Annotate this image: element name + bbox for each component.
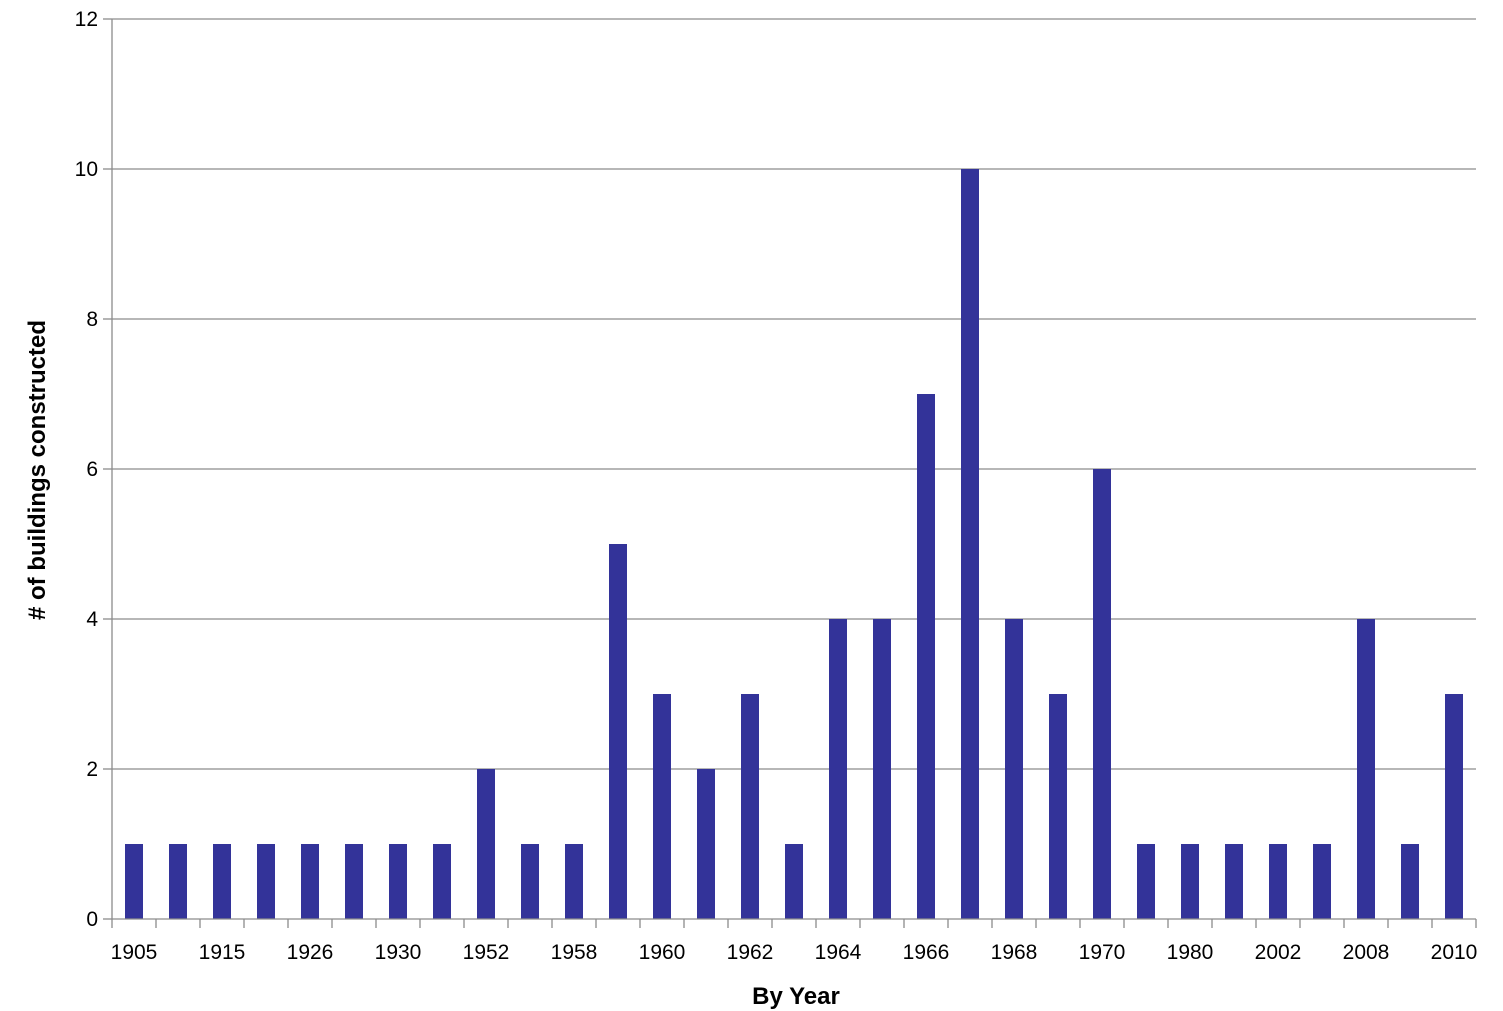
- x-tick-label: 1905: [111, 941, 158, 964]
- bar: [1049, 694, 1067, 919]
- bar: [565, 844, 583, 919]
- y-tick-labels: 0 2 4 6 8 10 12: [75, 8, 99, 931]
- bar: [1401, 844, 1419, 919]
- bar: [741, 694, 759, 919]
- x-tick-label: 1958: [551, 941, 598, 964]
- x-tick-label: 1968: [991, 941, 1038, 964]
- x-tick-label: 1970: [1079, 941, 1126, 964]
- x-axis-title: By Year: [752, 983, 840, 1010]
- bar: [785, 844, 803, 919]
- bar: [1313, 844, 1331, 919]
- x-tick-label: 1926: [287, 941, 334, 964]
- bar: [433, 844, 451, 919]
- x-tick-label: 1952: [463, 941, 510, 964]
- bar: [477, 769, 495, 919]
- bar: [1357, 619, 1375, 919]
- bar: [345, 844, 363, 919]
- x-tick-labels: 1905 1915 1926 1930 1952 1958 1960 1962 1964 1966…: [111, 941, 1478, 964]
- bar: [917, 394, 935, 919]
- bar: [1093, 469, 1111, 919]
- gridlines: [112, 18, 1476, 770]
- bar: [1225, 844, 1243, 919]
- x-tick-label: 1960: [639, 941, 686, 964]
- x-tick-label: 1980: [1167, 941, 1214, 964]
- y-tick-label: 2: [86, 758, 98, 781]
- bar: [829, 619, 847, 919]
- x-tick-label: 2002: [1255, 941, 1302, 964]
- y-tick-label: 6: [86, 458, 98, 481]
- x-tick-label: 2010: [1431, 941, 1478, 964]
- bar: [609, 544, 627, 919]
- bar: [653, 694, 671, 919]
- bar: [301, 844, 319, 919]
- x-tick-label: 1964: [815, 941, 862, 964]
- bar: [961, 169, 979, 919]
- y-tick-label: 0: [86, 908, 98, 931]
- bar: [1181, 844, 1199, 919]
- bar: [257, 844, 275, 919]
- x-tick-label: 2008: [1343, 941, 1390, 964]
- bar: [697, 769, 715, 919]
- x-tick-label: 1915: [199, 941, 246, 964]
- x-tick-label: 1962: [727, 941, 774, 964]
- bar: [1445, 694, 1463, 919]
- bar: [1005, 619, 1023, 919]
- bar: [169, 844, 187, 919]
- bar: [1137, 844, 1155, 919]
- y-tick-label: 4: [86, 608, 98, 631]
- y-tick-label: 12: [75, 8, 98, 31]
- y-axis-title: # of buildings constructed: [24, 320, 51, 620]
- bar: [213, 844, 231, 919]
- bar: [1269, 844, 1287, 919]
- bars: [125, 169, 1463, 919]
- bar: [873, 619, 891, 919]
- bar: [125, 844, 143, 919]
- x-tick-label: 1930: [375, 941, 422, 964]
- bar: [521, 844, 539, 919]
- y-tick-label: 8: [86, 308, 98, 331]
- x-tick-label: 1966: [903, 941, 950, 964]
- y-tick-label: 10: [75, 158, 98, 181]
- axes: [103, 18, 1477, 928]
- bar: [389, 844, 407, 919]
